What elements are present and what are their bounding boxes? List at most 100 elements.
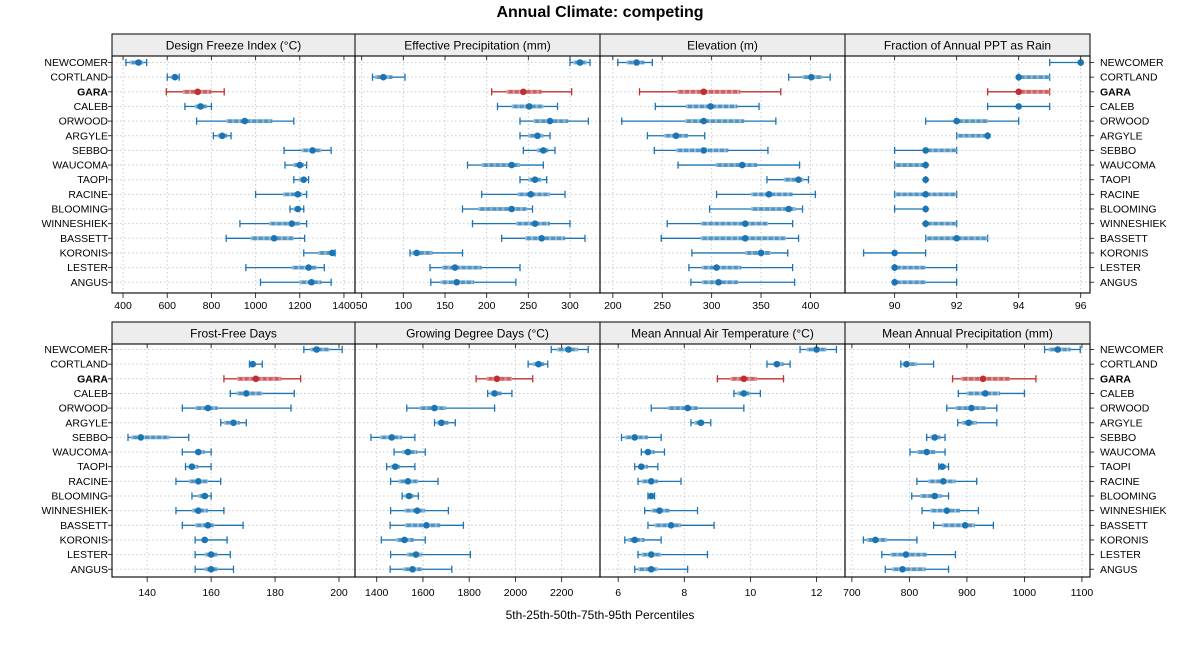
median-dot bbox=[409, 565, 416, 573]
row-label-right: CALEB bbox=[1100, 101, 1134, 113]
median-dot bbox=[401, 536, 408, 544]
row-label-right: WINNESHIEK bbox=[1100, 505, 1167, 517]
x-tick-label: 1000 bbox=[244, 300, 268, 312]
median-dot bbox=[305, 264, 312, 271]
x-tick-label: 250 bbox=[520, 300, 538, 312]
median-dot bbox=[380, 73, 387, 81]
median-dot bbox=[891, 264, 898, 271]
row-label-right: NEWCOMER bbox=[1100, 344, 1164, 356]
median-dot bbox=[647, 551, 655, 558]
median-dot bbox=[413, 249, 420, 257]
median-dot bbox=[404, 478, 412, 485]
median-dot bbox=[531, 220, 539, 227]
row-label-left: CALEB bbox=[74, 101, 108, 113]
median-dot bbox=[171, 73, 179, 81]
median-dot bbox=[195, 448, 202, 456]
row-label-right: WAUCOMA bbox=[1100, 160, 1156, 172]
x-tick-label: 12 bbox=[811, 587, 823, 599]
row-label-left: CALEB bbox=[74, 388, 108, 400]
median-dot bbox=[195, 478, 202, 485]
x-tick-label: 900 bbox=[958, 587, 976, 599]
row-label-left: ORWOOD bbox=[59, 403, 109, 415]
median-dot bbox=[195, 507, 202, 514]
median-dot bbox=[891, 249, 898, 257]
row-label-right: SEBBO bbox=[1100, 432, 1136, 444]
median-dot bbox=[740, 375, 748, 383]
row-label-left: LESTER bbox=[67, 262, 108, 274]
median-dot bbox=[891, 278, 898, 286]
row-label-right: ARGYLE bbox=[1100, 417, 1143, 429]
row-label-right: LESTER bbox=[1100, 262, 1141, 274]
median-dot bbox=[931, 492, 939, 500]
row-label-right: TAOPI bbox=[1100, 461, 1131, 473]
median-dot bbox=[270, 235, 278, 242]
median-dot bbox=[943, 507, 951, 514]
median-dot bbox=[309, 147, 316, 154]
median-dot bbox=[982, 390, 989, 397]
median-dot bbox=[700, 88, 708, 96]
row-label-right: CORTLAND bbox=[1100, 359, 1158, 371]
median-dot bbox=[785, 205, 792, 213]
median-dot bbox=[647, 565, 655, 573]
row-label-left: NEWCOMER bbox=[44, 344, 108, 356]
row-label-left: BASSETT bbox=[60, 233, 108, 245]
median-dot bbox=[940, 478, 947, 485]
x-tick-label: 300 bbox=[703, 300, 721, 312]
median-dot bbox=[508, 205, 515, 213]
panel-strip-title: Elevation (m) bbox=[687, 39, 758, 53]
row-label-right: BASSETT bbox=[1100, 233, 1148, 245]
median-dot bbox=[493, 375, 501, 383]
x-tick-label: 10 bbox=[745, 587, 757, 599]
median-dot bbox=[922, 220, 929, 227]
median-dot bbox=[902, 551, 910, 558]
panel-strip-title: Growing Degree Days (°C) bbox=[406, 327, 549, 341]
panel-strip-title: Design Freeze Index (°C) bbox=[166, 39, 302, 53]
median-dot bbox=[328, 249, 336, 257]
x-tick-label: 350 bbox=[752, 300, 770, 312]
median-dot bbox=[647, 492, 655, 500]
x-tick-label: 150 bbox=[436, 300, 454, 312]
x-tick-label: 800 bbox=[203, 300, 221, 312]
median-dot bbox=[241, 117, 249, 125]
median-dot bbox=[713, 264, 720, 271]
x-tick-label: 180 bbox=[266, 587, 284, 599]
median-dot bbox=[631, 434, 639, 441]
row-label-right: KORONIS bbox=[1100, 534, 1148, 546]
x-tick-label: 700 bbox=[843, 587, 861, 599]
median-dot bbox=[672, 132, 680, 140]
row-label-right: BASSETT bbox=[1100, 520, 1148, 532]
median-dot bbox=[938, 463, 946, 471]
row-label-left: TAOPI bbox=[77, 174, 108, 186]
panel-strip-title: Mean Annual Air Temperature (°C) bbox=[631, 327, 814, 341]
x-tick-label: 1600 bbox=[411, 587, 435, 599]
median-dot bbox=[540, 147, 547, 154]
row-label-right: GARA bbox=[1100, 373, 1131, 385]
row-label-right: ANGUS bbox=[1100, 564, 1137, 576]
x-tick-label: 94 bbox=[1013, 300, 1025, 312]
row-label-left: WINNESHIEK bbox=[41, 218, 108, 230]
row-label-right: SEBBO bbox=[1100, 145, 1136, 157]
median-dot bbox=[1015, 88, 1022, 96]
panel-border bbox=[844, 343, 1091, 578]
x-tick-label: 8 bbox=[681, 587, 687, 599]
row-label-left: RACINE bbox=[68, 476, 108, 488]
median-dot bbox=[218, 132, 226, 140]
median-dot bbox=[968, 404, 975, 412]
median-dot bbox=[757, 249, 765, 257]
x-tick-label: 90 bbox=[889, 300, 901, 312]
x-tick-label: 2200 bbox=[550, 587, 574, 599]
median-dot bbox=[294, 205, 302, 213]
median-dot bbox=[813, 346, 820, 353]
median-dot bbox=[965, 419, 972, 427]
median-dot bbox=[656, 507, 663, 514]
x-tick-label: 160 bbox=[202, 587, 220, 599]
median-dot bbox=[249, 360, 256, 368]
row-label-left: CORTLAND bbox=[50, 359, 108, 371]
median-dot bbox=[308, 278, 315, 286]
row-label-right: BLOOMING bbox=[1100, 491, 1157, 503]
median-dot bbox=[1015, 103, 1022, 110]
median-dot bbox=[300, 176, 308, 183]
median-dot bbox=[700, 117, 708, 125]
